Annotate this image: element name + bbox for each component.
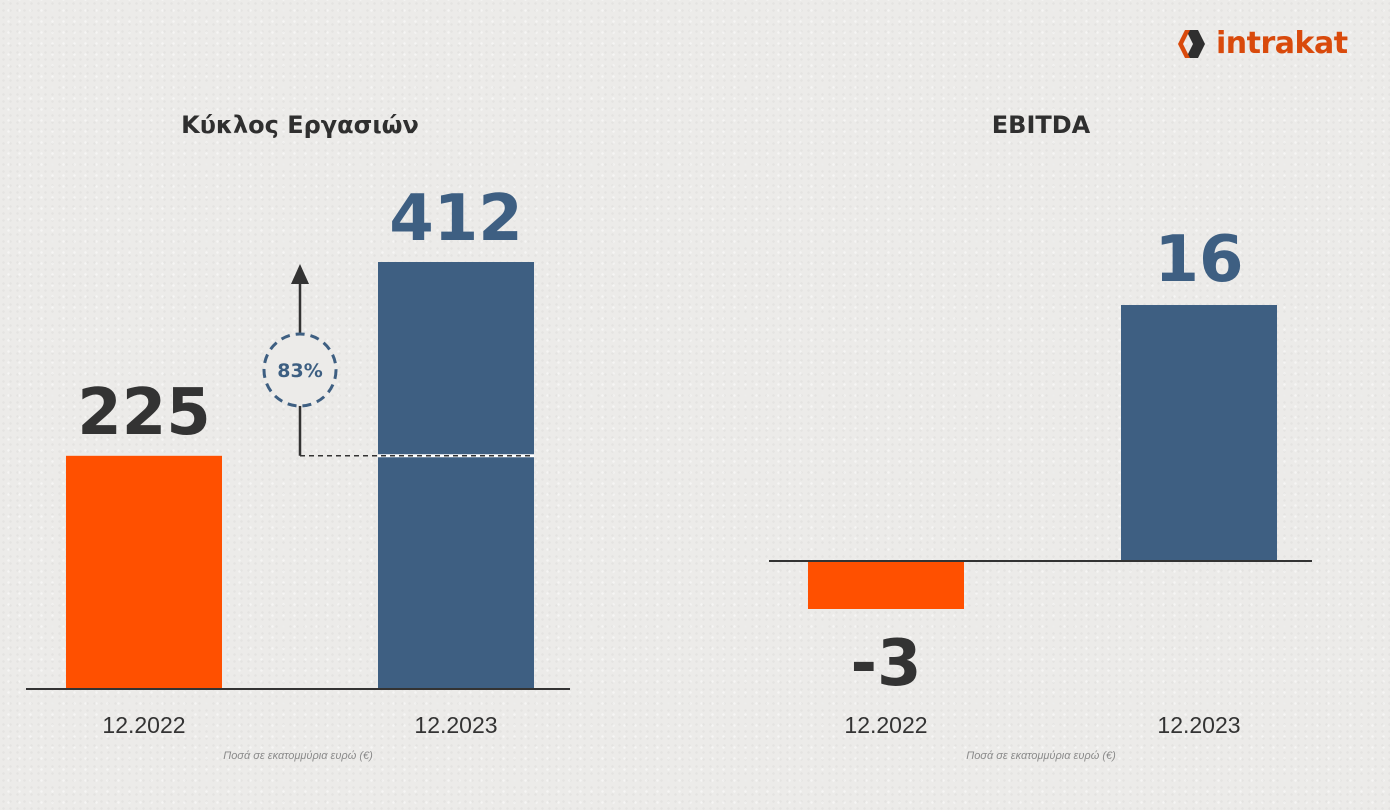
growth-percentage-label: 83%: [277, 360, 322, 382]
value-label: 412: [389, 182, 523, 256]
revenue-chart: Κύκλος Εργασιών 225 412 83% 12.2022 12.202…: [26, 111, 570, 762]
bar: [66, 455, 222, 689]
value-label: -3: [850, 627, 921, 701]
chart-title: Κύκλος Εργασιών: [181, 111, 419, 139]
tick-label: 12.2022: [102, 712, 185, 738]
value-label: 16: [1154, 223, 1243, 297]
tick-label: 12.2023: [414, 712, 497, 738]
chart-title: EBITDA: [992, 111, 1091, 139]
value-label: 225: [77, 376, 211, 450]
growth-badge-circle: [262, 332, 338, 408]
tick-label: 12.2022: [844, 712, 927, 738]
units-note: Ποσά σε εκατομμύρια ευρώ (€): [223, 750, 373, 762]
growth-arrow-head-icon: [291, 264, 309, 284]
logo-mark-icon: [1178, 30, 1205, 58]
tick-label: 12.2023: [1157, 712, 1240, 738]
bar: [808, 561, 964, 609]
intrakat-logo: intrakat: [1176, 26, 1348, 62]
logo-wordmark: intrakat: [1216, 26, 1348, 61]
bar: [1121, 305, 1277, 561]
bar: [378, 262, 534, 689]
units-note: Ποσά σε εκατομμύρια ευρώ (€): [966, 750, 1116, 762]
